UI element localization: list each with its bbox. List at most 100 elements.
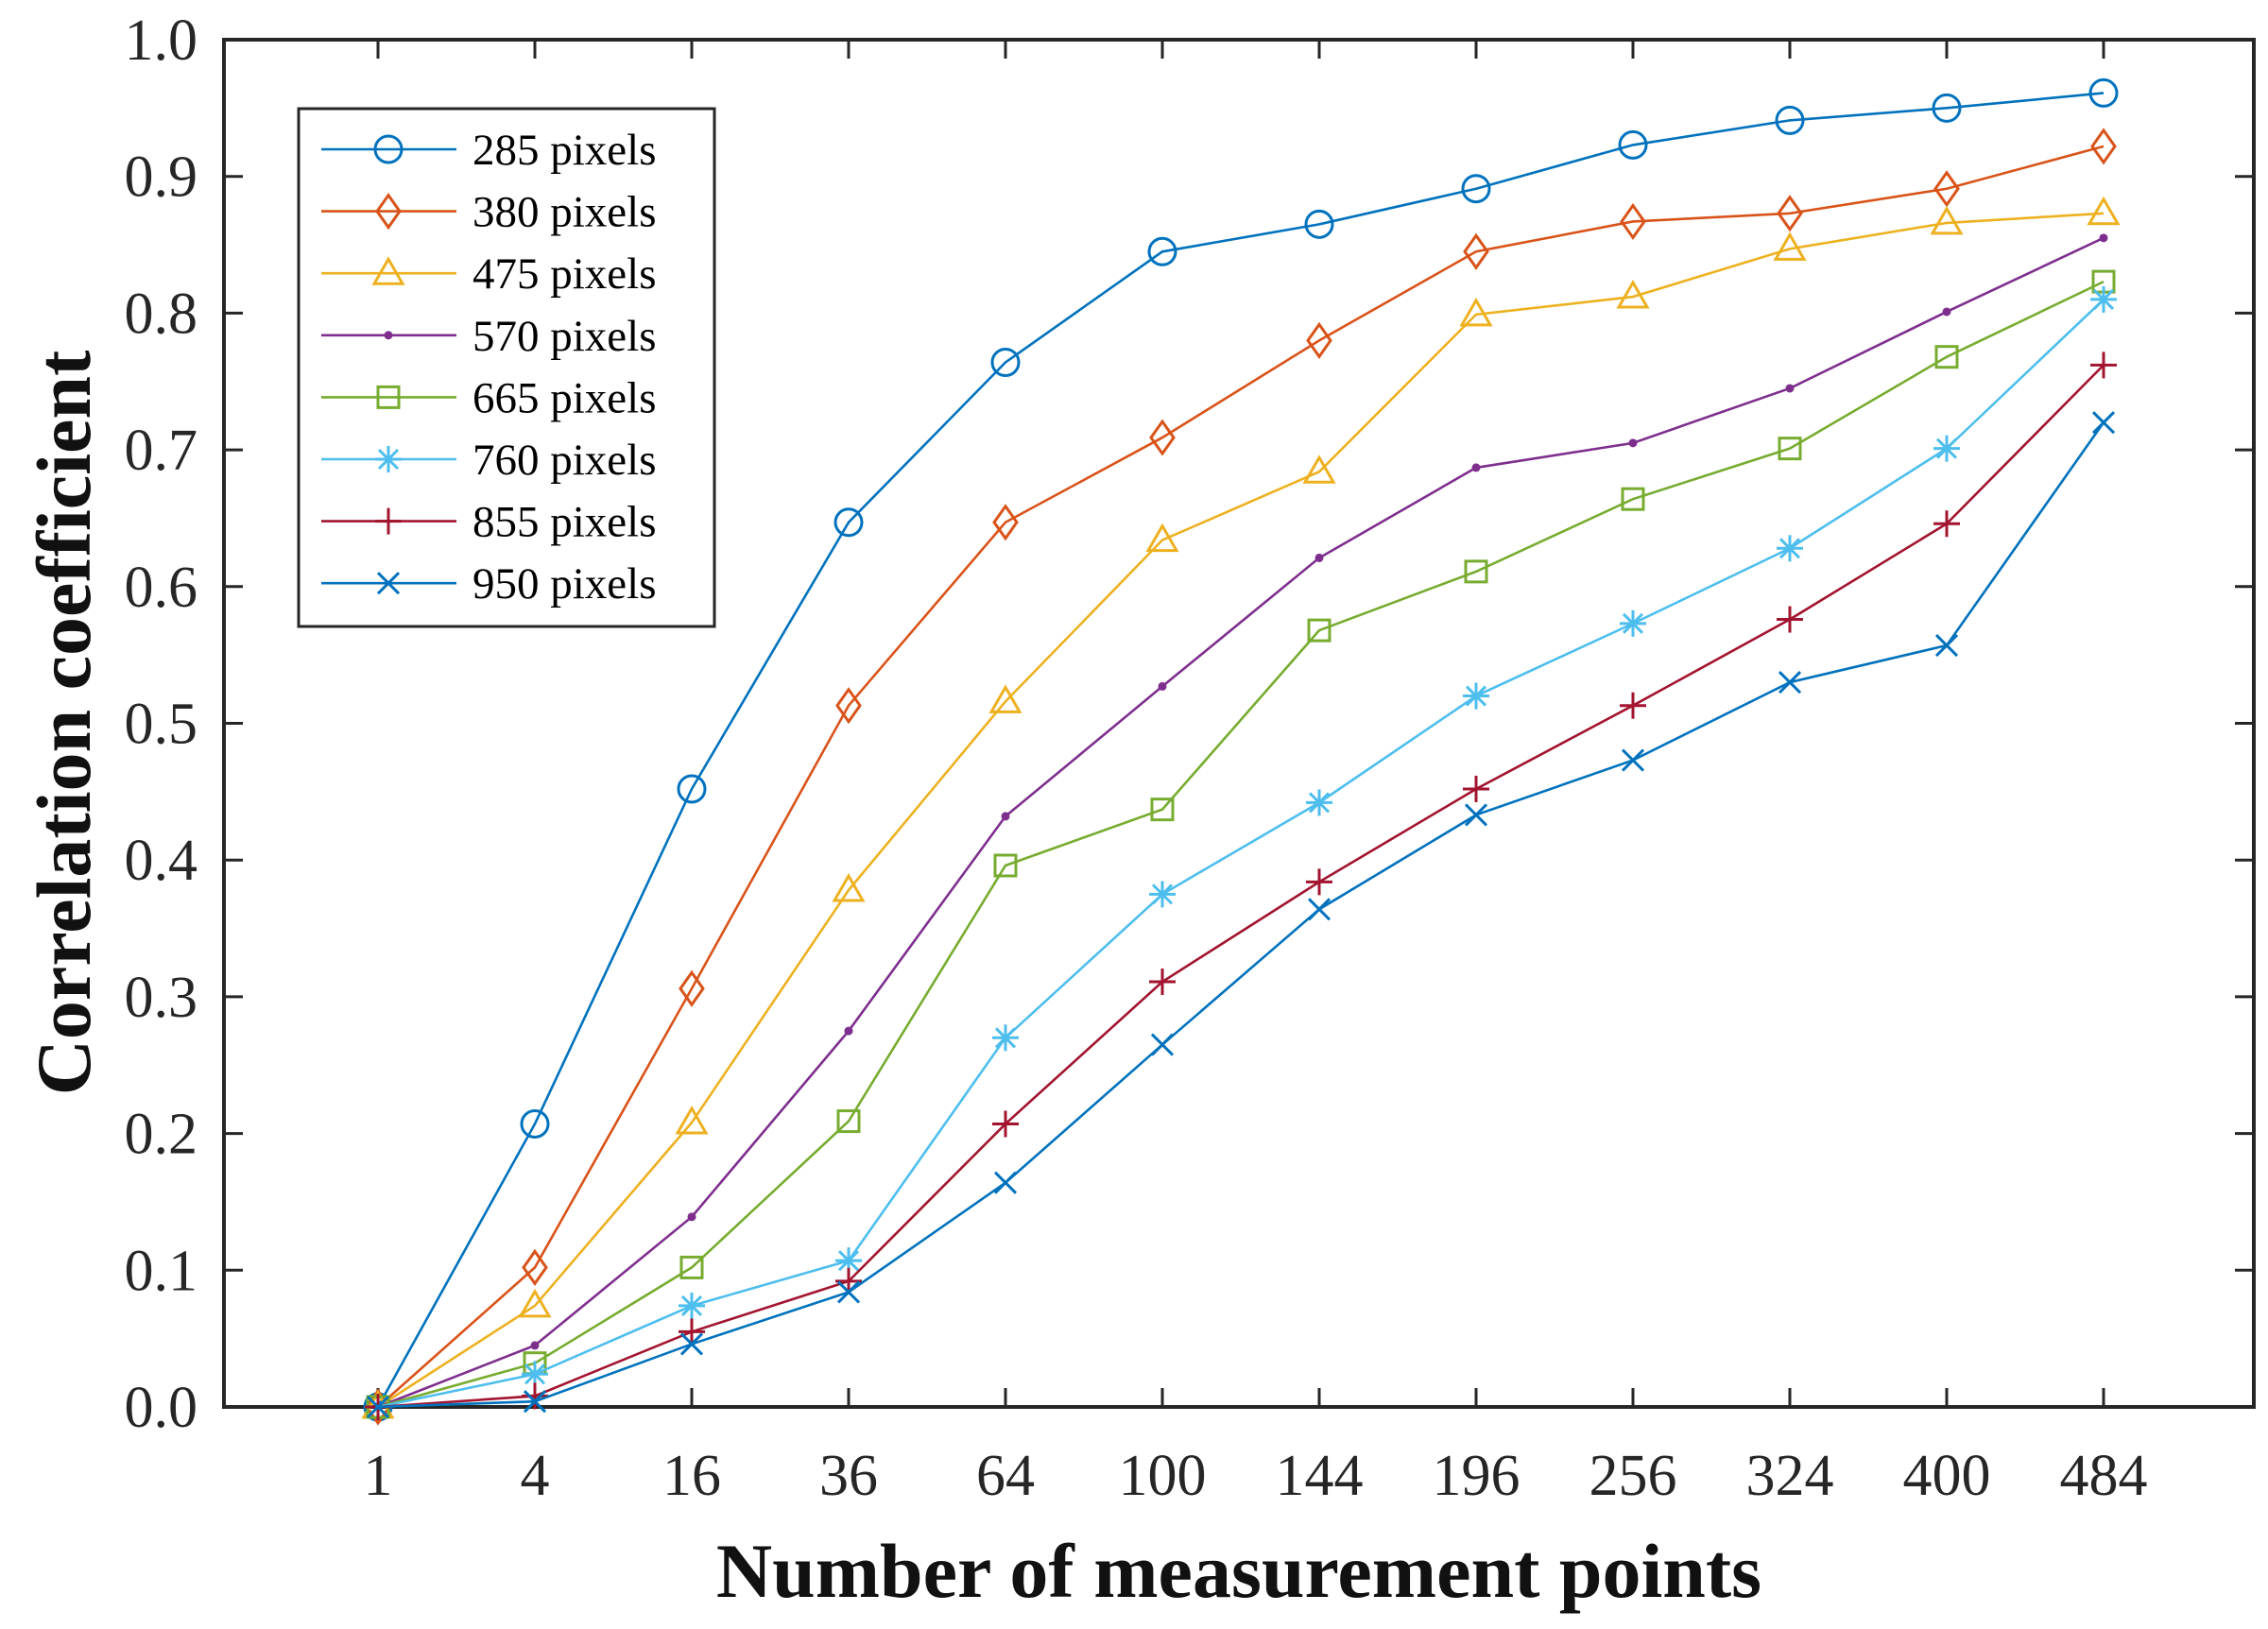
legend-box (297, 107, 716, 628)
legend-label: 950 pixels (472, 559, 657, 609)
data-point-asterisk (1463, 682, 1489, 710)
legend-label: 475 pixels (472, 249, 657, 299)
data-point-diamond (1620, 202, 1646, 241)
legend-label: 570 pixels (472, 312, 657, 361)
data-point-circle (520, 1108, 550, 1139)
x-tick-label: 256 (1589, 1444, 1677, 1508)
data-point-plus (679, 1318, 705, 1346)
data-point-x (1464, 803, 1488, 827)
data-point-diamond (1933, 170, 1960, 208)
series-line (377, 212, 2105, 1409)
data-point-x (836, 1280, 861, 1304)
data-point-asterisk (1620, 609, 1646, 637)
data-point-square (1150, 797, 1175, 822)
data-point-circle (1775, 105, 1805, 135)
series-285-pixels (363, 77, 2119, 1422)
y-tick-label: 0.0 (125, 1376, 198, 1440)
data-point-square (993, 853, 1018, 878)
legend-label: 665 pixels (472, 373, 657, 422)
x-tick-label: 64 (976, 1444, 1035, 1508)
data-point-square (836, 1109, 861, 1134)
data-point-square (1621, 487, 1645, 511)
data-point-triangle (1145, 523, 1179, 553)
series-570-pixels (373, 233, 2108, 1412)
data-point-x (993, 1171, 1018, 1194)
data-point-x (1307, 898, 1332, 921)
series-line (377, 421, 2105, 1409)
data-point-x (1934, 633, 1959, 658)
legend-item: 855 pixels (321, 498, 657, 547)
series-line (377, 364, 2105, 1409)
data-point-x (2091, 411, 2116, 435)
y-tick-label: 0.2 (125, 1103, 198, 1167)
data-point-square (1778, 437, 1802, 461)
data-point-dot (2099, 233, 2108, 243)
data-point-diamond (2090, 128, 2117, 165)
legend-label: 285 pixels (472, 126, 657, 175)
series-950-pixels (366, 411, 2116, 1419)
data-point-plus (992, 1110, 1019, 1138)
data-point-plus (1777, 606, 1803, 633)
x-tick-label: 196 (1433, 1444, 1521, 1508)
data-point-triangle (518, 1288, 552, 1318)
data-point-diamond (1777, 195, 1803, 232)
data-point-triangle (988, 684, 1022, 713)
data-point-triangle (675, 1106, 709, 1135)
data-point-triangle (1459, 297, 1493, 327)
data-point-dot (1785, 384, 1795, 393)
legend-item: 760 pixels (321, 436, 657, 485)
legend: 285 pixels 380 pixels 475 pixels 570 pixels… (297, 107, 716, 628)
data-point-triangle (1616, 280, 1650, 309)
x-axis-title: Number of measurement points (716, 1528, 1761, 1614)
data-point-circle (1461, 174, 1491, 204)
data-point-dot (530, 1341, 540, 1350)
data-point-plus (1463, 775, 1489, 802)
data-point-circle (373, 134, 404, 164)
x-tick-label: 484 (2060, 1444, 2148, 1508)
legend-item: 380 pixels (321, 188, 657, 237)
legend-label: 760 pixels (472, 436, 657, 485)
series-665-pixels (366, 269, 2116, 1419)
data-point-diamond (835, 687, 862, 725)
x-tick-label: 144 (1276, 1444, 1364, 1508)
data-point-asterisk (1777, 535, 1803, 562)
data-point-triangle (1773, 231, 1807, 261)
data-point-diamond (1149, 419, 1176, 456)
data-point-diamond (679, 969, 705, 1007)
data-point-diamond (522, 1248, 548, 1287)
data-point-triangle (371, 256, 405, 285)
data-point-x (523, 1390, 547, 1414)
x-tick-label: 400 (1903, 1444, 1991, 1508)
y-axis: 0.0 0.1 0.2 0.3 0.4 0.5 0.6 0.7 0.8 0.9 1.0 (125, 9, 2254, 1440)
data-point-asterisk (1149, 881, 1176, 908)
data-point-asterisk (375, 446, 402, 472)
data-point-circle (833, 507, 864, 538)
y-tick-label: 1.0 (125, 9, 198, 73)
data-point-circle (1932, 93, 1962, 123)
data-point-plus (1620, 692, 1646, 719)
data-point-square (376, 385, 401, 409)
x-tick-label: 4 (521, 1444, 550, 1508)
data-point-triangle (2087, 196, 2121, 226)
data-point-circle (1147, 236, 1177, 266)
x-tick-label: 36 (819, 1444, 878, 1508)
data-point-plus (1149, 968, 1176, 995)
series-line (377, 280, 2105, 1409)
y-tick-label: 0.4 (125, 829, 198, 893)
data-point-x (1778, 671, 1802, 694)
data-point-dot (844, 1026, 853, 1036)
series-380-pixels (365, 128, 2117, 1426)
y-tick-label: 0.7 (125, 419, 198, 483)
data-point-dot (1471, 463, 1481, 472)
data-point-dot (1001, 812, 1010, 821)
legend-item: 475 pixels (321, 249, 657, 299)
data-point-square (1464, 559, 1488, 584)
data-point-x (679, 1332, 704, 1356)
series-line (376, 92, 2105, 1408)
data-point-dot (687, 1212, 696, 1222)
data-point-triangle (1930, 205, 1964, 235)
data-point-plus (835, 1267, 862, 1295)
legend-label: 380 pixels (472, 188, 657, 237)
data-point-plus (375, 507, 402, 535)
